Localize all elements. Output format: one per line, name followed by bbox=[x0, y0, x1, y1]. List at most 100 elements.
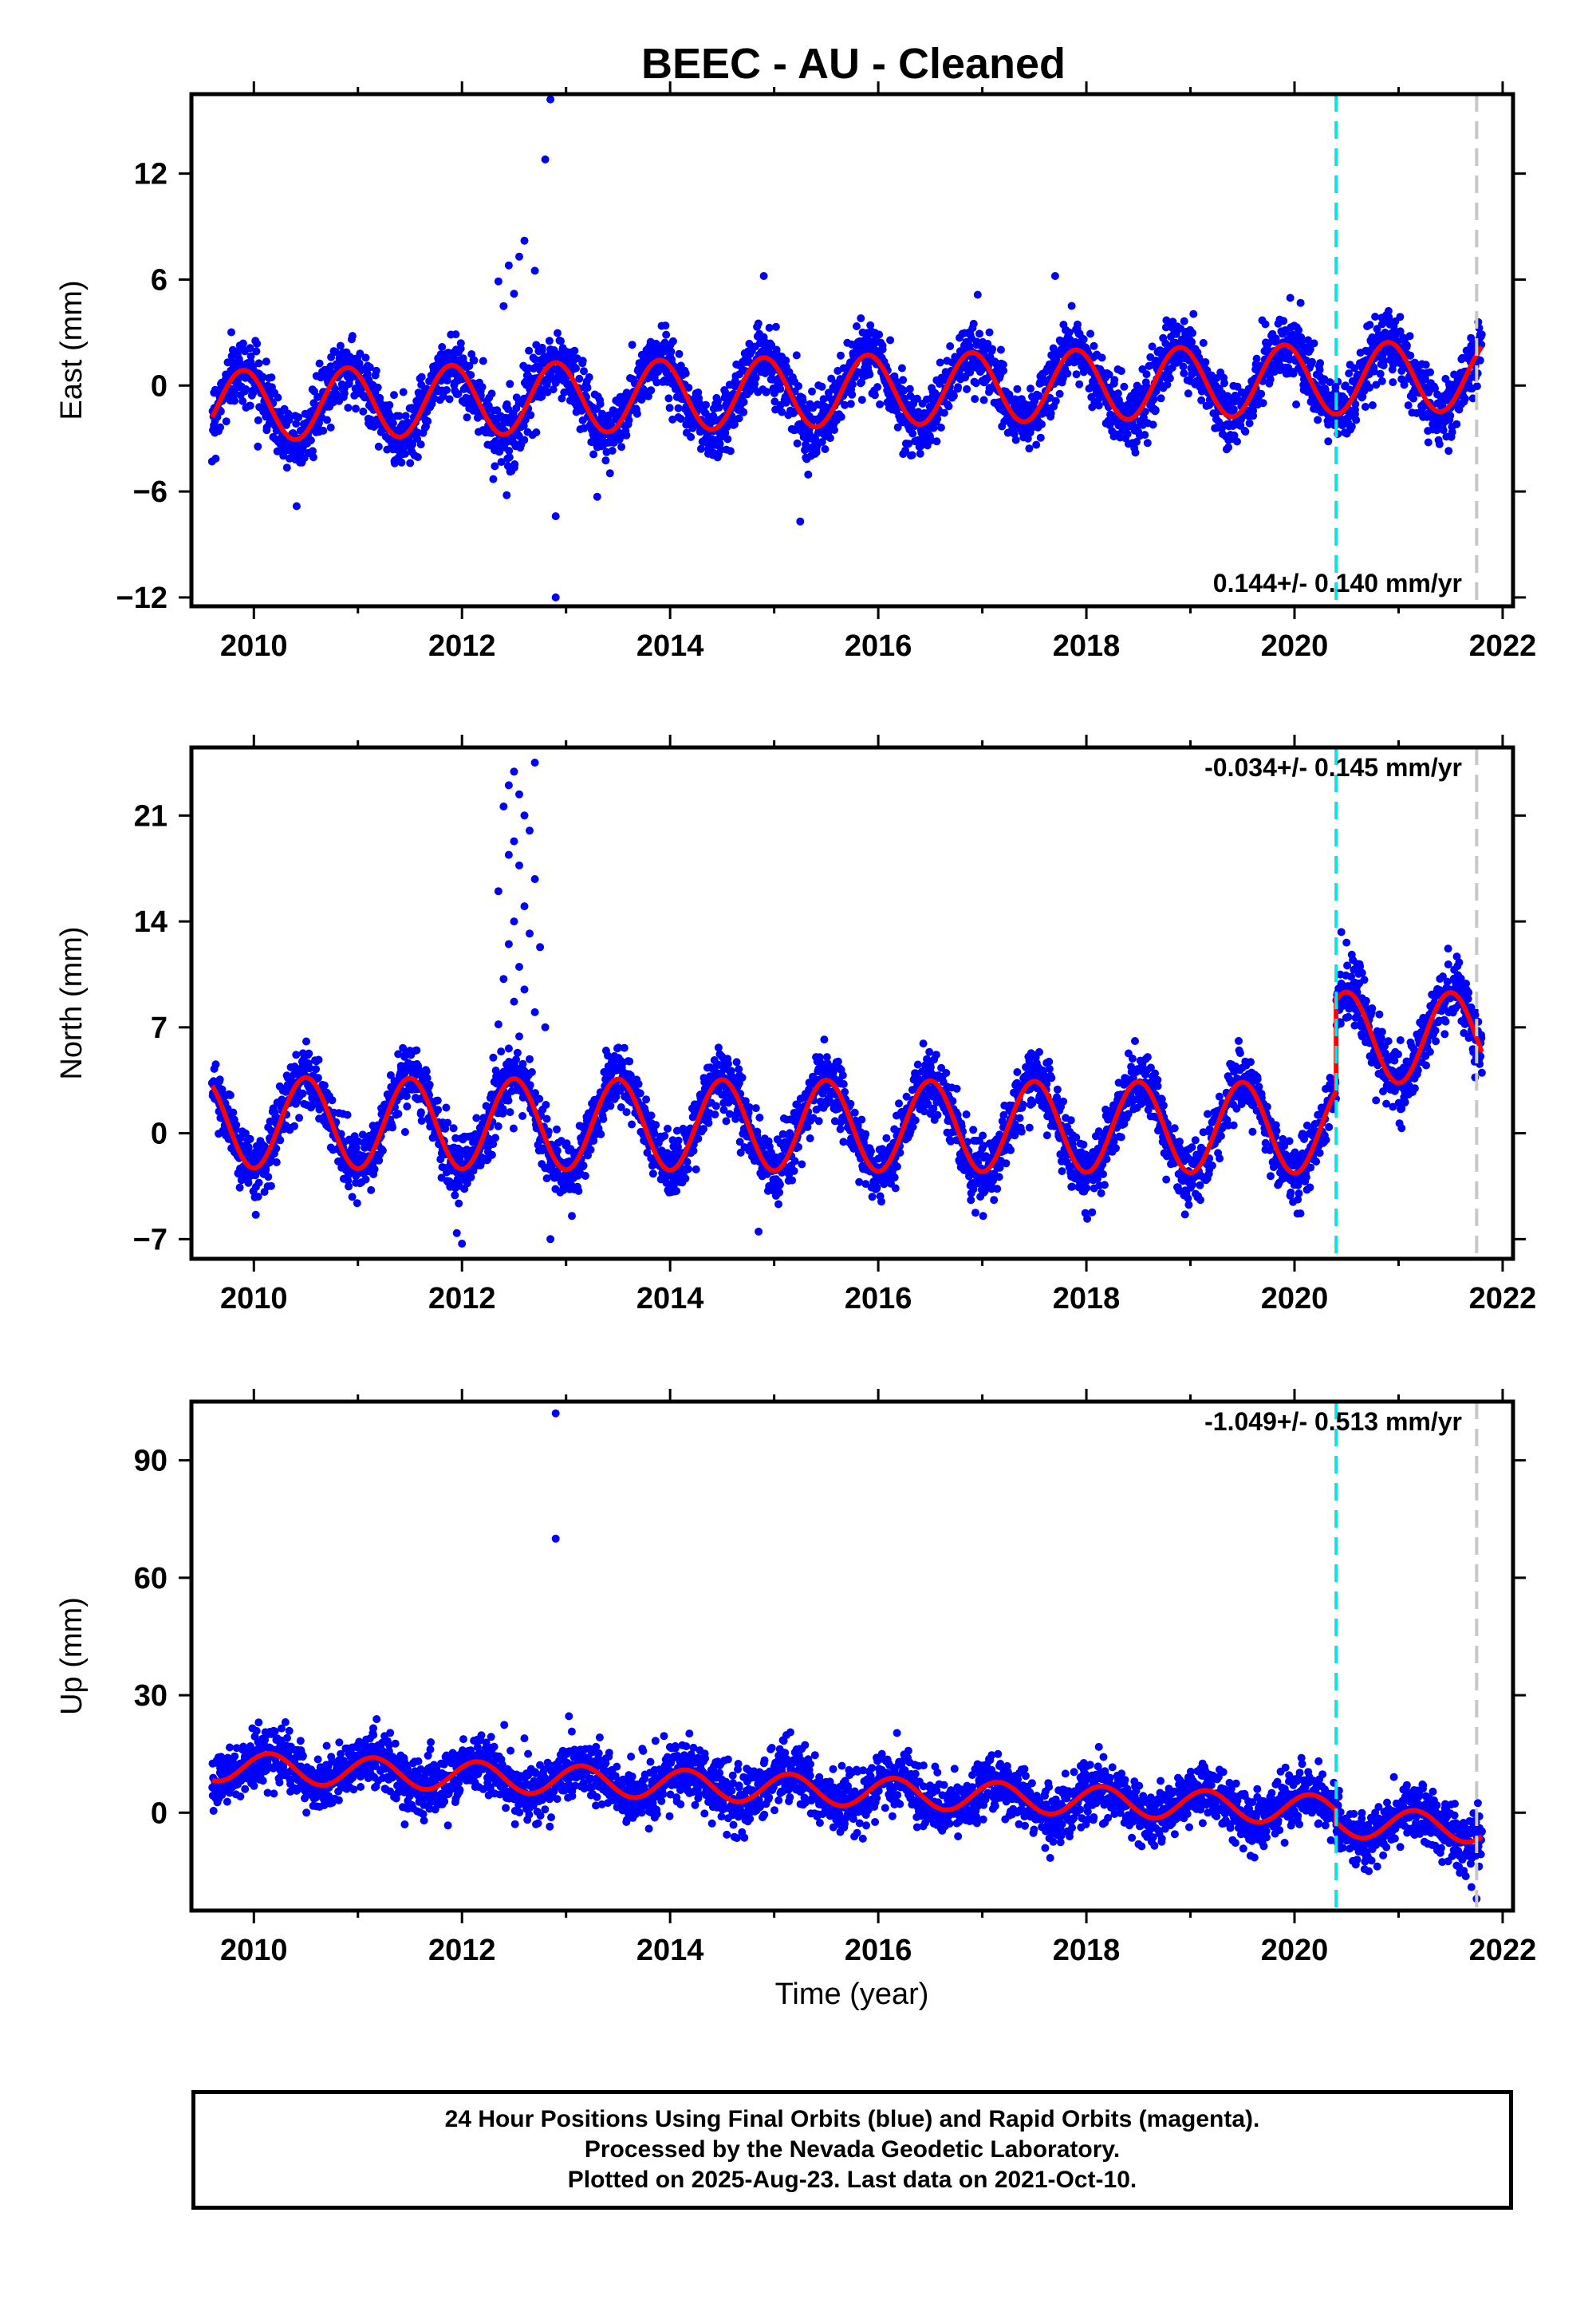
data-point bbox=[715, 403, 723, 412]
data-point bbox=[238, 339, 247, 348]
data-point bbox=[290, 1063, 299, 1071]
data-point bbox=[463, 413, 471, 422]
data-point bbox=[254, 442, 262, 451]
data-point bbox=[1212, 374, 1221, 383]
data-point bbox=[292, 420, 301, 428]
data-point bbox=[403, 1102, 412, 1110]
data-point bbox=[323, 416, 331, 424]
y-tick-label: 6 bbox=[151, 263, 167, 297]
data-point bbox=[218, 1085, 227, 1094]
data-point bbox=[865, 370, 874, 379]
data-point bbox=[1197, 396, 1206, 404]
data-point bbox=[554, 329, 562, 337]
data-point bbox=[413, 453, 422, 461]
data-point bbox=[292, 1051, 301, 1059]
outlier-point bbox=[551, 512, 560, 521]
data-point bbox=[232, 1121, 241, 1130]
data-point bbox=[494, 1122, 502, 1130]
x-tick-label: 2010 bbox=[220, 629, 288, 663]
data-point bbox=[328, 1096, 337, 1105]
data-point bbox=[597, 1130, 605, 1138]
data-point bbox=[282, 463, 291, 472]
data-point bbox=[667, 347, 676, 356]
data-point bbox=[545, 337, 554, 345]
data-point bbox=[1141, 408, 1149, 416]
data-point bbox=[1321, 385, 1330, 394]
data-point bbox=[702, 400, 710, 409]
data-point bbox=[1402, 341, 1411, 349]
data-point bbox=[642, 1095, 651, 1104]
panels-group: 2010 2012 2014 2016 2018 2020 2022−12−60612Eas… bbox=[55, 81, 1536, 1967]
data-point bbox=[340, 388, 349, 397]
data-point bbox=[876, 400, 885, 408]
data-point bbox=[1233, 382, 1242, 391]
data-point bbox=[497, 1047, 506, 1056]
data-point bbox=[908, 429, 917, 438]
data-point bbox=[1163, 381, 1172, 389]
data-point bbox=[944, 402, 953, 411]
data-point bbox=[215, 1075, 224, 1084]
data-point bbox=[1286, 294, 1295, 302]
data-point bbox=[262, 1165, 270, 1174]
data-point bbox=[875, 330, 884, 339]
data-point bbox=[821, 445, 830, 453]
data-point bbox=[506, 380, 514, 388]
data-point bbox=[231, 396, 239, 405]
data-point bbox=[343, 1110, 352, 1119]
data-point bbox=[327, 353, 336, 361]
data-point bbox=[969, 319, 978, 328]
data-point bbox=[672, 1187, 681, 1195]
data-point bbox=[652, 378, 661, 387]
data-point bbox=[1365, 321, 1374, 329]
data-point bbox=[723, 435, 732, 444]
data-point bbox=[395, 412, 404, 420]
data-point bbox=[367, 1185, 376, 1194]
data-point bbox=[518, 1112, 527, 1120]
data-point bbox=[235, 1183, 244, 1192]
data-point bbox=[963, 385, 971, 393]
data-point bbox=[1168, 317, 1177, 326]
data-point bbox=[574, 1187, 583, 1195]
data-point bbox=[276, 1136, 285, 1145]
y-tick-label: 0 bbox=[151, 369, 167, 403]
data-point bbox=[1172, 329, 1180, 338]
data-point bbox=[306, 436, 315, 444]
data-point bbox=[1052, 355, 1061, 364]
x-tick-label: 2020 bbox=[1261, 629, 1329, 663]
data-point bbox=[1361, 403, 1369, 411]
data-point bbox=[1180, 317, 1188, 325]
data-point bbox=[1345, 369, 1354, 378]
data-point bbox=[696, 444, 705, 453]
data-point bbox=[849, 380, 857, 388]
data-point bbox=[601, 456, 610, 465]
data-point bbox=[1369, 367, 1378, 376]
data-point bbox=[933, 415, 942, 424]
chart-title: BEEC - AU - Cleaned bbox=[641, 40, 1066, 88]
data-point bbox=[521, 416, 530, 424]
data-point bbox=[348, 1193, 357, 1201]
data-point bbox=[1063, 369, 1072, 378]
data-point bbox=[272, 1144, 281, 1153]
data-point bbox=[886, 336, 895, 345]
data-point bbox=[336, 341, 345, 350]
data-point bbox=[1431, 384, 1439, 392]
data-point bbox=[246, 401, 254, 410]
data-point bbox=[580, 367, 588, 376]
data-point bbox=[374, 442, 383, 451]
data-point bbox=[509, 1124, 518, 1133]
data-point bbox=[1371, 313, 1380, 321]
data-point bbox=[518, 1059, 527, 1068]
data-point bbox=[305, 1049, 313, 1058]
data-point bbox=[837, 351, 845, 360]
x-tick-label: 2012 bbox=[428, 629, 496, 663]
data-point bbox=[1094, 401, 1103, 410]
data-point bbox=[262, 357, 270, 366]
data-point bbox=[527, 1068, 536, 1076]
data-point bbox=[264, 1173, 273, 1181]
data-point bbox=[252, 347, 261, 356]
data-point bbox=[954, 383, 963, 392]
data-point bbox=[632, 409, 641, 418]
data-point bbox=[254, 359, 263, 368]
data-point bbox=[211, 1060, 220, 1069]
data-point bbox=[487, 1150, 496, 1159]
